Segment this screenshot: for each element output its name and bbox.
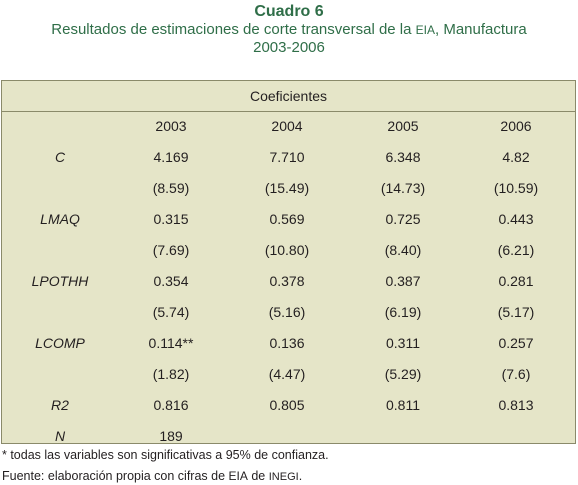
table-cell: (8.59) bbox=[152, 180, 190, 196]
table-cell: 0.257 bbox=[498, 335, 534, 351]
table-cell: 0.354 bbox=[153, 273, 189, 289]
table-row: (1.82) (4.47) (5.29) (7.6) bbox=[2, 359, 575, 389]
source-text-end: . bbox=[298, 469, 303, 483]
year-header: 2005 bbox=[387, 118, 419, 134]
table-cell: 6.348 bbox=[385, 149, 421, 165]
source-inegi: INEGI bbox=[268, 471, 299, 483]
table-cell: (7.69) bbox=[152, 242, 190, 258]
table-row: (7.69) (10.80) (8.40) (6.21) bbox=[2, 235, 575, 265]
row-label: R2 bbox=[51, 397, 69, 413]
row-label: LMAQ bbox=[40, 211, 80, 227]
table-row: R2 0.816 0.805 0.811 0.813 bbox=[2, 390, 575, 420]
table-row: C 4.169 7.710 6.348 4.82 bbox=[2, 142, 575, 172]
table-row: LCOMP 0.114** 0.136 0.311 0.257 bbox=[2, 328, 575, 358]
table-caption: Resultados de estimaciones de corte tran… bbox=[0, 21, 578, 39]
table-cell: 0.443 bbox=[498, 211, 534, 227]
table-cell: 0.725 bbox=[385, 211, 421, 227]
table-cell: (7.6) bbox=[501, 366, 531, 382]
row-label: C bbox=[54, 149, 66, 165]
table-row: LPOTHH 0.354 0.378 0.387 0.281 bbox=[2, 266, 575, 296]
table-cell: 0.114** bbox=[148, 335, 194, 351]
table-years: 2003-2006 bbox=[253, 39, 325, 56]
caption-text: Resultados de estimaciones de corte tran… bbox=[51, 21, 416, 38]
table-cell: (6.19) bbox=[384, 304, 422, 320]
results-table: Coeficientes 2003 2004 2005 2006 C 4.169 7.710… bbox=[1, 80, 576, 444]
table-cell: (5.17) bbox=[497, 304, 535, 320]
table-cell: 0.315 bbox=[153, 211, 189, 227]
row-label: LPOTHH bbox=[31, 273, 89, 289]
table-cell: 0.816 bbox=[153, 397, 189, 413]
table-cell: 0.569 bbox=[269, 211, 305, 227]
table-row: LMAQ 0.315 0.569 0.725 0.443 bbox=[2, 204, 575, 234]
table-row: (8.59) (15.49) (14.73) (10.59) bbox=[2, 173, 575, 203]
table-cell: (1.82) bbox=[152, 366, 190, 382]
table-row: (5.74) (5.16) (6.19) (5.17) bbox=[2, 297, 575, 327]
table-cell: 4.82 bbox=[502, 149, 530, 165]
source-note: Fuente: elaboración propia con cifras de… bbox=[2, 468, 302, 485]
table-cell: (10.80) bbox=[264, 242, 310, 258]
footnote: * todas las variables son significativas… bbox=[2, 448, 329, 462]
table-cell: (5.29) bbox=[384, 366, 422, 382]
caption-text-end: , Manufactura bbox=[434, 21, 527, 38]
table-cell: 0.387 bbox=[385, 273, 421, 289]
source-eia: EIA bbox=[228, 469, 248, 483]
row-label: LCOMP bbox=[35, 335, 85, 351]
caption-eia: EIA bbox=[415, 23, 435, 37]
year-header: 2006 bbox=[500, 118, 532, 134]
table-cell: 0.378 bbox=[269, 273, 305, 289]
table-cell: (8.40) bbox=[384, 242, 422, 258]
table-cell: (5.16) bbox=[268, 304, 306, 320]
source-text: Fuente: elaboración propia con cifras de bbox=[2, 469, 229, 483]
table-number: Cuadro 6 bbox=[254, 3, 324, 20]
table-row: N 189 bbox=[2, 421, 575, 451]
row-label: N bbox=[54, 428, 66, 444]
table-cell: 0.311 bbox=[386, 335, 420, 351]
coefficients-header: Coeficientes bbox=[2, 81, 575, 112]
table-cell: 0.813 bbox=[498, 397, 534, 413]
table-cell: (15.49) bbox=[264, 180, 310, 196]
table-cell: 0.281 bbox=[498, 273, 534, 289]
table-cell: (5.74) bbox=[152, 304, 190, 320]
table-cell: 189 bbox=[159, 428, 183, 444]
year-header: 2004 bbox=[271, 118, 303, 134]
table-cell: (6.21) bbox=[497, 242, 535, 258]
table-cell: 4.169 bbox=[153, 149, 189, 165]
table-cell: 0.136 bbox=[269, 335, 305, 351]
year-header: 2003 bbox=[155, 118, 187, 134]
table-cell: (4.47) bbox=[268, 366, 306, 382]
table-cell: (10.59) bbox=[493, 180, 539, 196]
table-cell: 7.710 bbox=[269, 149, 305, 165]
source-text-mid: de bbox=[247, 469, 269, 483]
table-cell: 0.811 bbox=[386, 397, 420, 413]
table-title-block: Cuadro 6 Resultados de estimaciones de c… bbox=[0, 2, 578, 57]
table-cell: 0.805 bbox=[269, 397, 305, 413]
year-header-row: 2003 2004 2005 2006 bbox=[2, 111, 575, 141]
table-cell: (14.73) bbox=[380, 180, 426, 196]
